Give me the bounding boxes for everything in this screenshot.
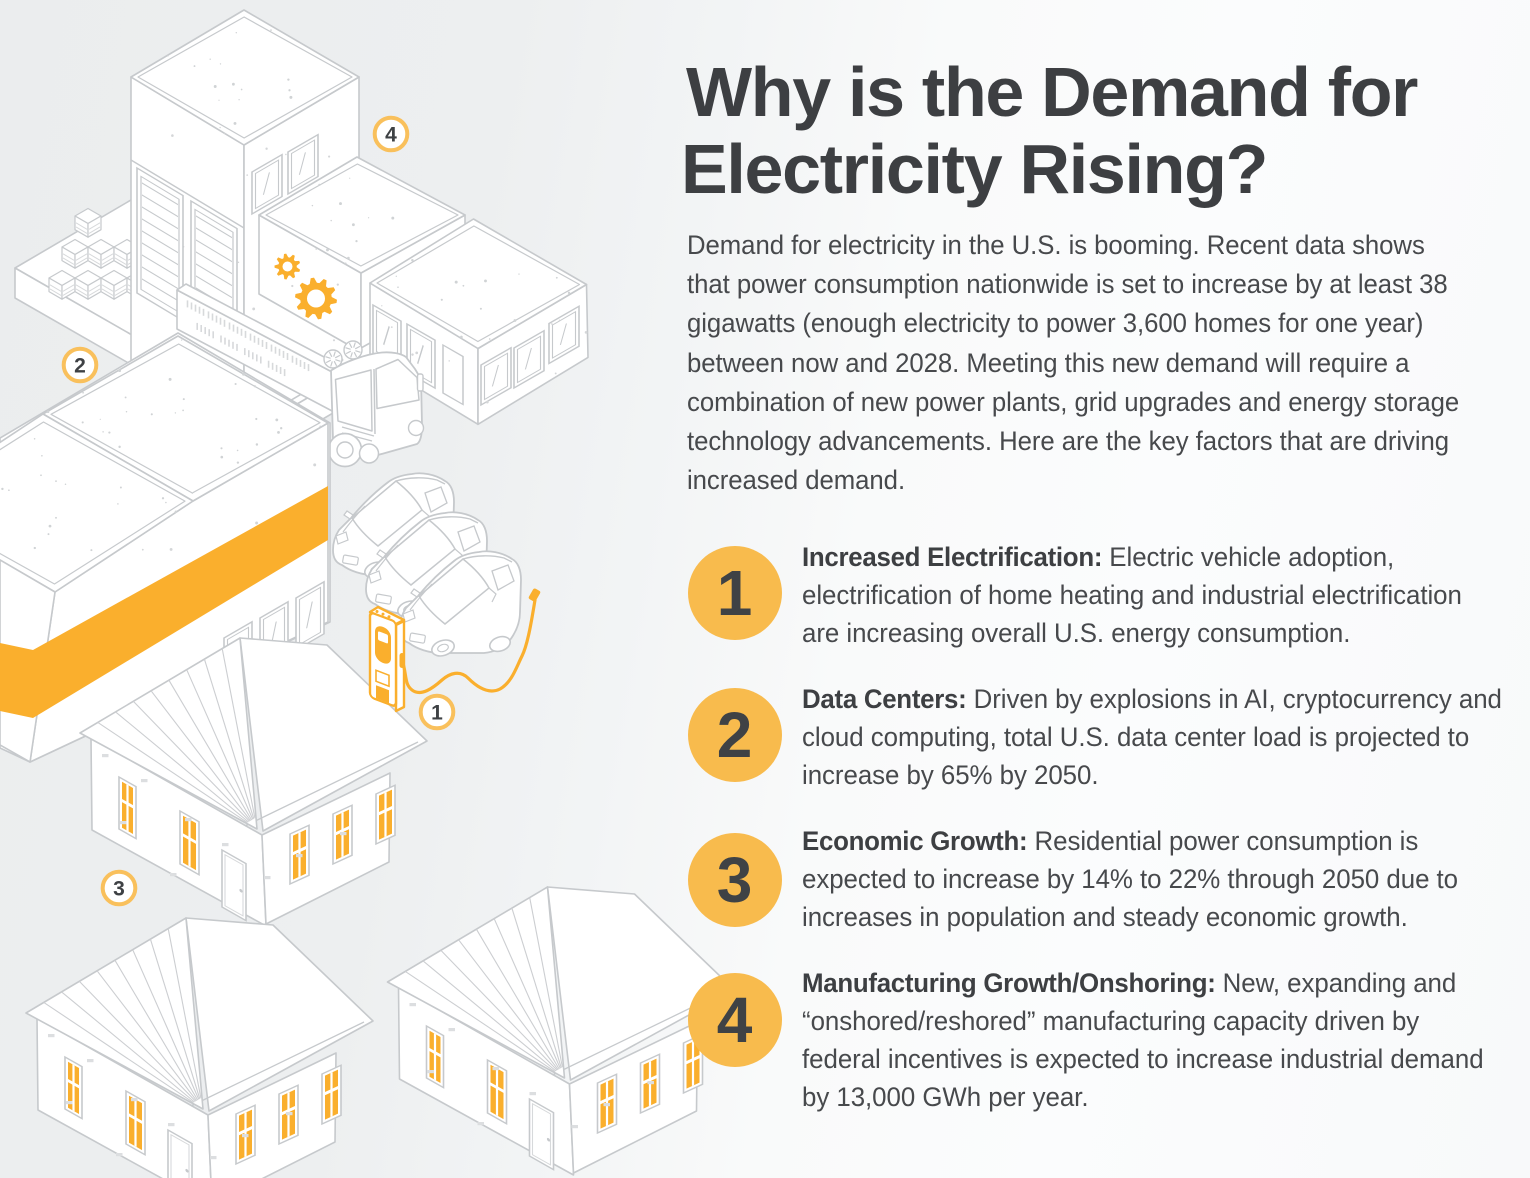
svg-text:3: 3 <box>113 877 125 900</box>
svg-text:2: 2 <box>74 354 86 377</box>
svg-text:1: 1 <box>431 701 443 724</box>
svg-text:4: 4 <box>385 123 397 146</box>
